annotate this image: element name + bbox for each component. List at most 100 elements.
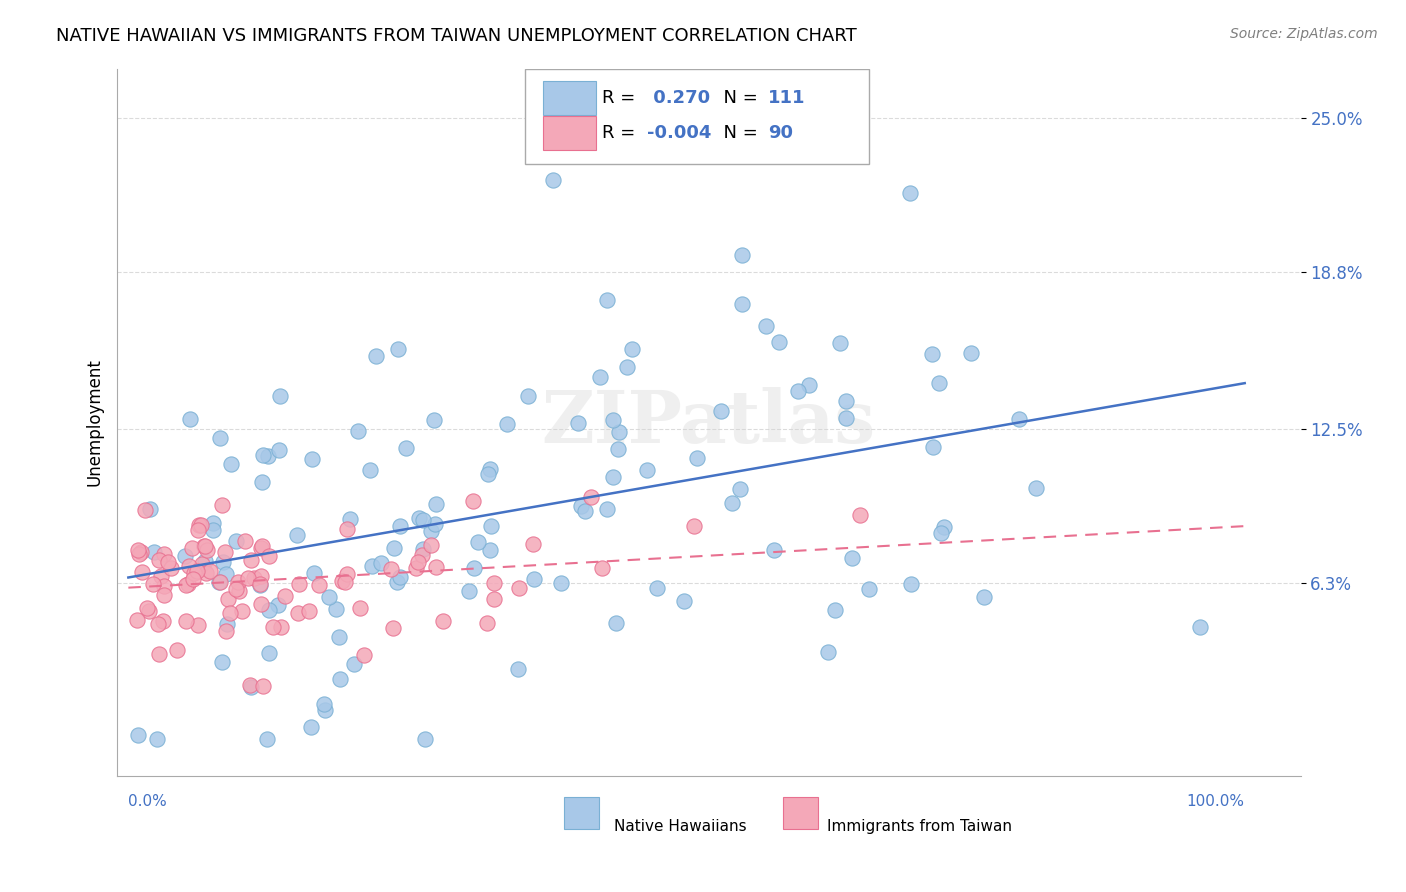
- Point: [841, 551, 863, 566]
- Point: [314, 697, 336, 711]
- Point: [607, 425, 630, 439]
- FancyBboxPatch shape: [564, 797, 599, 829]
- Text: 111: 111: [768, 88, 806, 106]
- Point: [174, 578, 197, 592]
- Point: [412, 542, 434, 557]
- Point: [242, 571, 264, 585]
- Point: [408, 511, 430, 525]
- Point: [463, 561, 485, 575]
- Point: [339, 512, 361, 526]
- Point: [405, 561, 427, 575]
- Point: [768, 334, 790, 349]
- Point: [382, 621, 405, 635]
- Point: [395, 442, 418, 456]
- Point: [269, 389, 291, 403]
- Point: [361, 558, 384, 573]
- Point: [408, 555, 430, 569]
- Point: [333, 575, 356, 590]
- Point: [127, 542, 149, 557]
- Point: [347, 424, 370, 438]
- Point: [212, 555, 235, 569]
- Point: [835, 394, 858, 409]
- Point: [574, 504, 596, 518]
- Point: [731, 297, 754, 311]
- Point: [208, 431, 231, 445]
- Point: [973, 590, 995, 604]
- Point: [762, 543, 785, 558]
- Point: [187, 517, 209, 532]
- Point: [228, 584, 250, 599]
- Point: [187, 523, 209, 537]
- Point: [194, 566, 217, 581]
- Point: [858, 582, 880, 596]
- Point: [506, 662, 529, 676]
- Point: [432, 614, 454, 628]
- Text: 0.270: 0.270: [647, 88, 710, 106]
- Point: [252, 448, 274, 462]
- Point: [387, 575, 409, 590]
- Point: [569, 499, 592, 513]
- Point: [934, 520, 956, 534]
- Point: [298, 604, 321, 618]
- Point: [239, 678, 262, 692]
- Point: [824, 602, 846, 616]
- Text: NATIVE HAWAIIAN VS IMMIGRANTS FROM TAIWAN UNEMPLOYMENT CORRELATION CHART: NATIVE HAWAIIAN VS IMMIGRANTS FROM TAIWA…: [56, 27, 858, 45]
- Point: [208, 575, 231, 590]
- Point: [425, 497, 447, 511]
- Point: [686, 451, 709, 466]
- Text: Native Hawaiians: Native Hawaiians: [614, 819, 747, 834]
- Point: [250, 475, 273, 489]
- Point: [605, 616, 627, 631]
- Point: [143, 545, 166, 559]
- Point: [332, 574, 354, 589]
- Text: -0.004: -0.004: [647, 124, 711, 142]
- Point: [425, 560, 447, 574]
- Point: [349, 600, 371, 615]
- Point: [194, 554, 217, 568]
- Point: [328, 630, 350, 644]
- Point: [240, 553, 263, 567]
- Point: [128, 547, 150, 561]
- Point: [1189, 620, 1212, 634]
- Point: [721, 496, 744, 510]
- Point: [190, 518, 212, 533]
- Point: [508, 582, 530, 596]
- Point: [370, 556, 392, 570]
- Text: N =: N =: [713, 88, 763, 106]
- Point: [591, 561, 613, 575]
- Point: [710, 404, 733, 418]
- Point: [219, 457, 242, 471]
- Point: [329, 672, 352, 686]
- Point: [728, 482, 751, 496]
- Text: 100.0%: 100.0%: [1187, 794, 1244, 809]
- Point: [672, 593, 695, 607]
- Point: [336, 522, 359, 536]
- Point: [960, 346, 983, 360]
- Point: [177, 577, 200, 591]
- Point: [389, 570, 412, 584]
- Point: [148, 648, 170, 662]
- Point: [214, 545, 236, 559]
- Point: [202, 516, 225, 530]
- Point: [193, 539, 215, 553]
- Point: [817, 645, 839, 659]
- Point: [263, 620, 285, 634]
- Point: [579, 490, 602, 504]
- Point: [236, 571, 259, 585]
- Point: [285, 528, 308, 542]
- Point: [156, 555, 179, 569]
- Point: [900, 577, 922, 591]
- Point: [257, 449, 280, 463]
- FancyBboxPatch shape: [526, 69, 869, 164]
- Point: [191, 557, 214, 571]
- Point: [219, 607, 242, 621]
- Point: [516, 389, 538, 403]
- Point: [174, 549, 197, 563]
- Point: [1007, 412, 1029, 426]
- Point: [482, 591, 505, 606]
- Point: [211, 655, 233, 669]
- Point: [523, 572, 546, 586]
- Text: Source: ZipAtlas.com: Source: ZipAtlas.com: [1230, 27, 1378, 41]
- Point: [636, 463, 658, 477]
- Y-axis label: Unemployment: Unemployment: [86, 359, 103, 486]
